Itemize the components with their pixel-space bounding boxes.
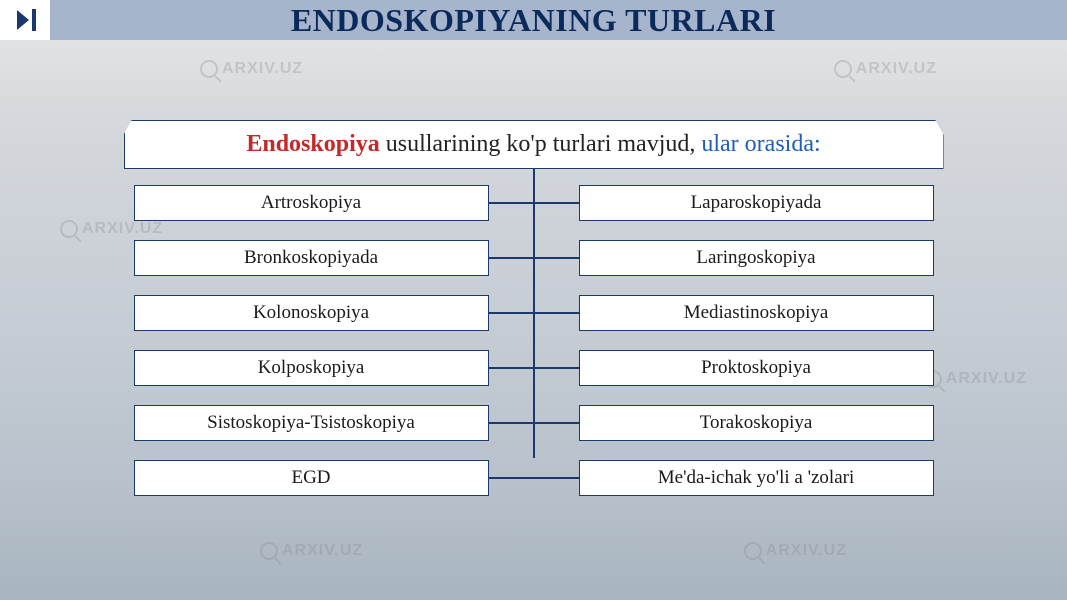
watermark: ARXIV.UZ: [744, 542, 847, 560]
item-label: Artroskopiya: [134, 185, 489, 221]
page-title: ENDOSKOPIYANING TURLARI: [0, 2, 1067, 39]
watermark: ARXIV.UZ: [200, 60, 303, 78]
header-band: ENDOSKOPIYANING TURLARI: [0, 0, 1067, 40]
item-label: Kolposkopiya: [134, 350, 489, 386]
list-item: Kolonoskopiya: [134, 295, 489, 331]
watermark: ARXIV.UZ: [260, 542, 363, 560]
item-label: Laparoskopiyada: [579, 185, 934, 221]
watermark: ARXIV.UZ: [834, 60, 937, 78]
heading-blue: ular orasida:: [701, 131, 820, 157]
list-item: EGD: [134, 460, 489, 496]
item-label: Laringoskopiya: [579, 240, 934, 276]
list-item: Me'da-ichak yo'li a 'zolari: [579, 460, 934, 496]
item-label: Sistoskopiya-Tsistoskopiya: [134, 405, 489, 441]
item-label: Proktoskopiya: [579, 350, 934, 386]
diagram-heading-box: Endoskopiya usullarining ko'p turlari ma…: [124, 120, 944, 169]
heading-mid: usullarining ko'p turlari mavjud,: [380, 131, 702, 157]
item-label: Torakoskopiya: [579, 405, 934, 441]
list-item: Laringoskopiya: [579, 240, 934, 276]
left-column: Artroskopiya Bronkoskopiyada Kolonoskopi…: [134, 185, 489, 496]
diagram-columns: Artroskopiya Bronkoskopiyada Kolonoskopi…: [84, 185, 984, 496]
list-item: Laparoskopiyada: [579, 185, 934, 221]
header-icon-box: [0, 0, 50, 40]
right-column: Laparoskopiyada Laringoskopiya Mediastin…: [579, 185, 934, 496]
play-icon: [17, 10, 29, 30]
list-item: Mediastinoskopiya: [579, 295, 934, 331]
item-label: Bronkoskopiyada: [134, 240, 489, 276]
list-item: Artroskopiya: [134, 185, 489, 221]
heading-red: Endoskopiya: [246, 131, 379, 157]
bar-icon: [32, 9, 36, 31]
item-label: Kolonoskopiya: [134, 295, 489, 331]
list-item: Bronkoskopiyada: [134, 240, 489, 276]
list-item: Kolposkopiya: [134, 350, 489, 386]
list-item: Torakoskopiya: [579, 405, 934, 441]
diagram: Endoskopiya usullarining ko'p turlari ma…: [84, 120, 984, 496]
list-item: Sistoskopiya-Tsistoskopiya: [134, 405, 489, 441]
item-label: Mediastinoskopiya: [579, 295, 934, 331]
item-label: Me'da-ichak yo'li a 'zolari: [579, 460, 934, 496]
list-item: Proktoskopiya: [579, 350, 934, 386]
item-label: EGD: [134, 460, 489, 496]
